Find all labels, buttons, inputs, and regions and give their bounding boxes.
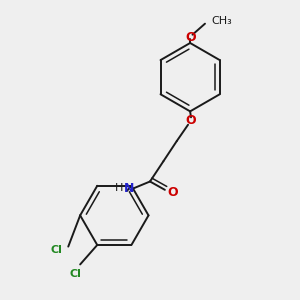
Text: N: N: [124, 182, 134, 194]
Text: O: O: [186, 114, 196, 128]
Text: Cl: Cl: [70, 269, 82, 279]
Text: H: H: [115, 183, 123, 193]
Text: CH₃: CH₃: [211, 16, 232, 26]
Text: O: O: [168, 186, 178, 199]
Text: O: O: [185, 31, 196, 44]
Text: Cl: Cl: [50, 244, 62, 255]
